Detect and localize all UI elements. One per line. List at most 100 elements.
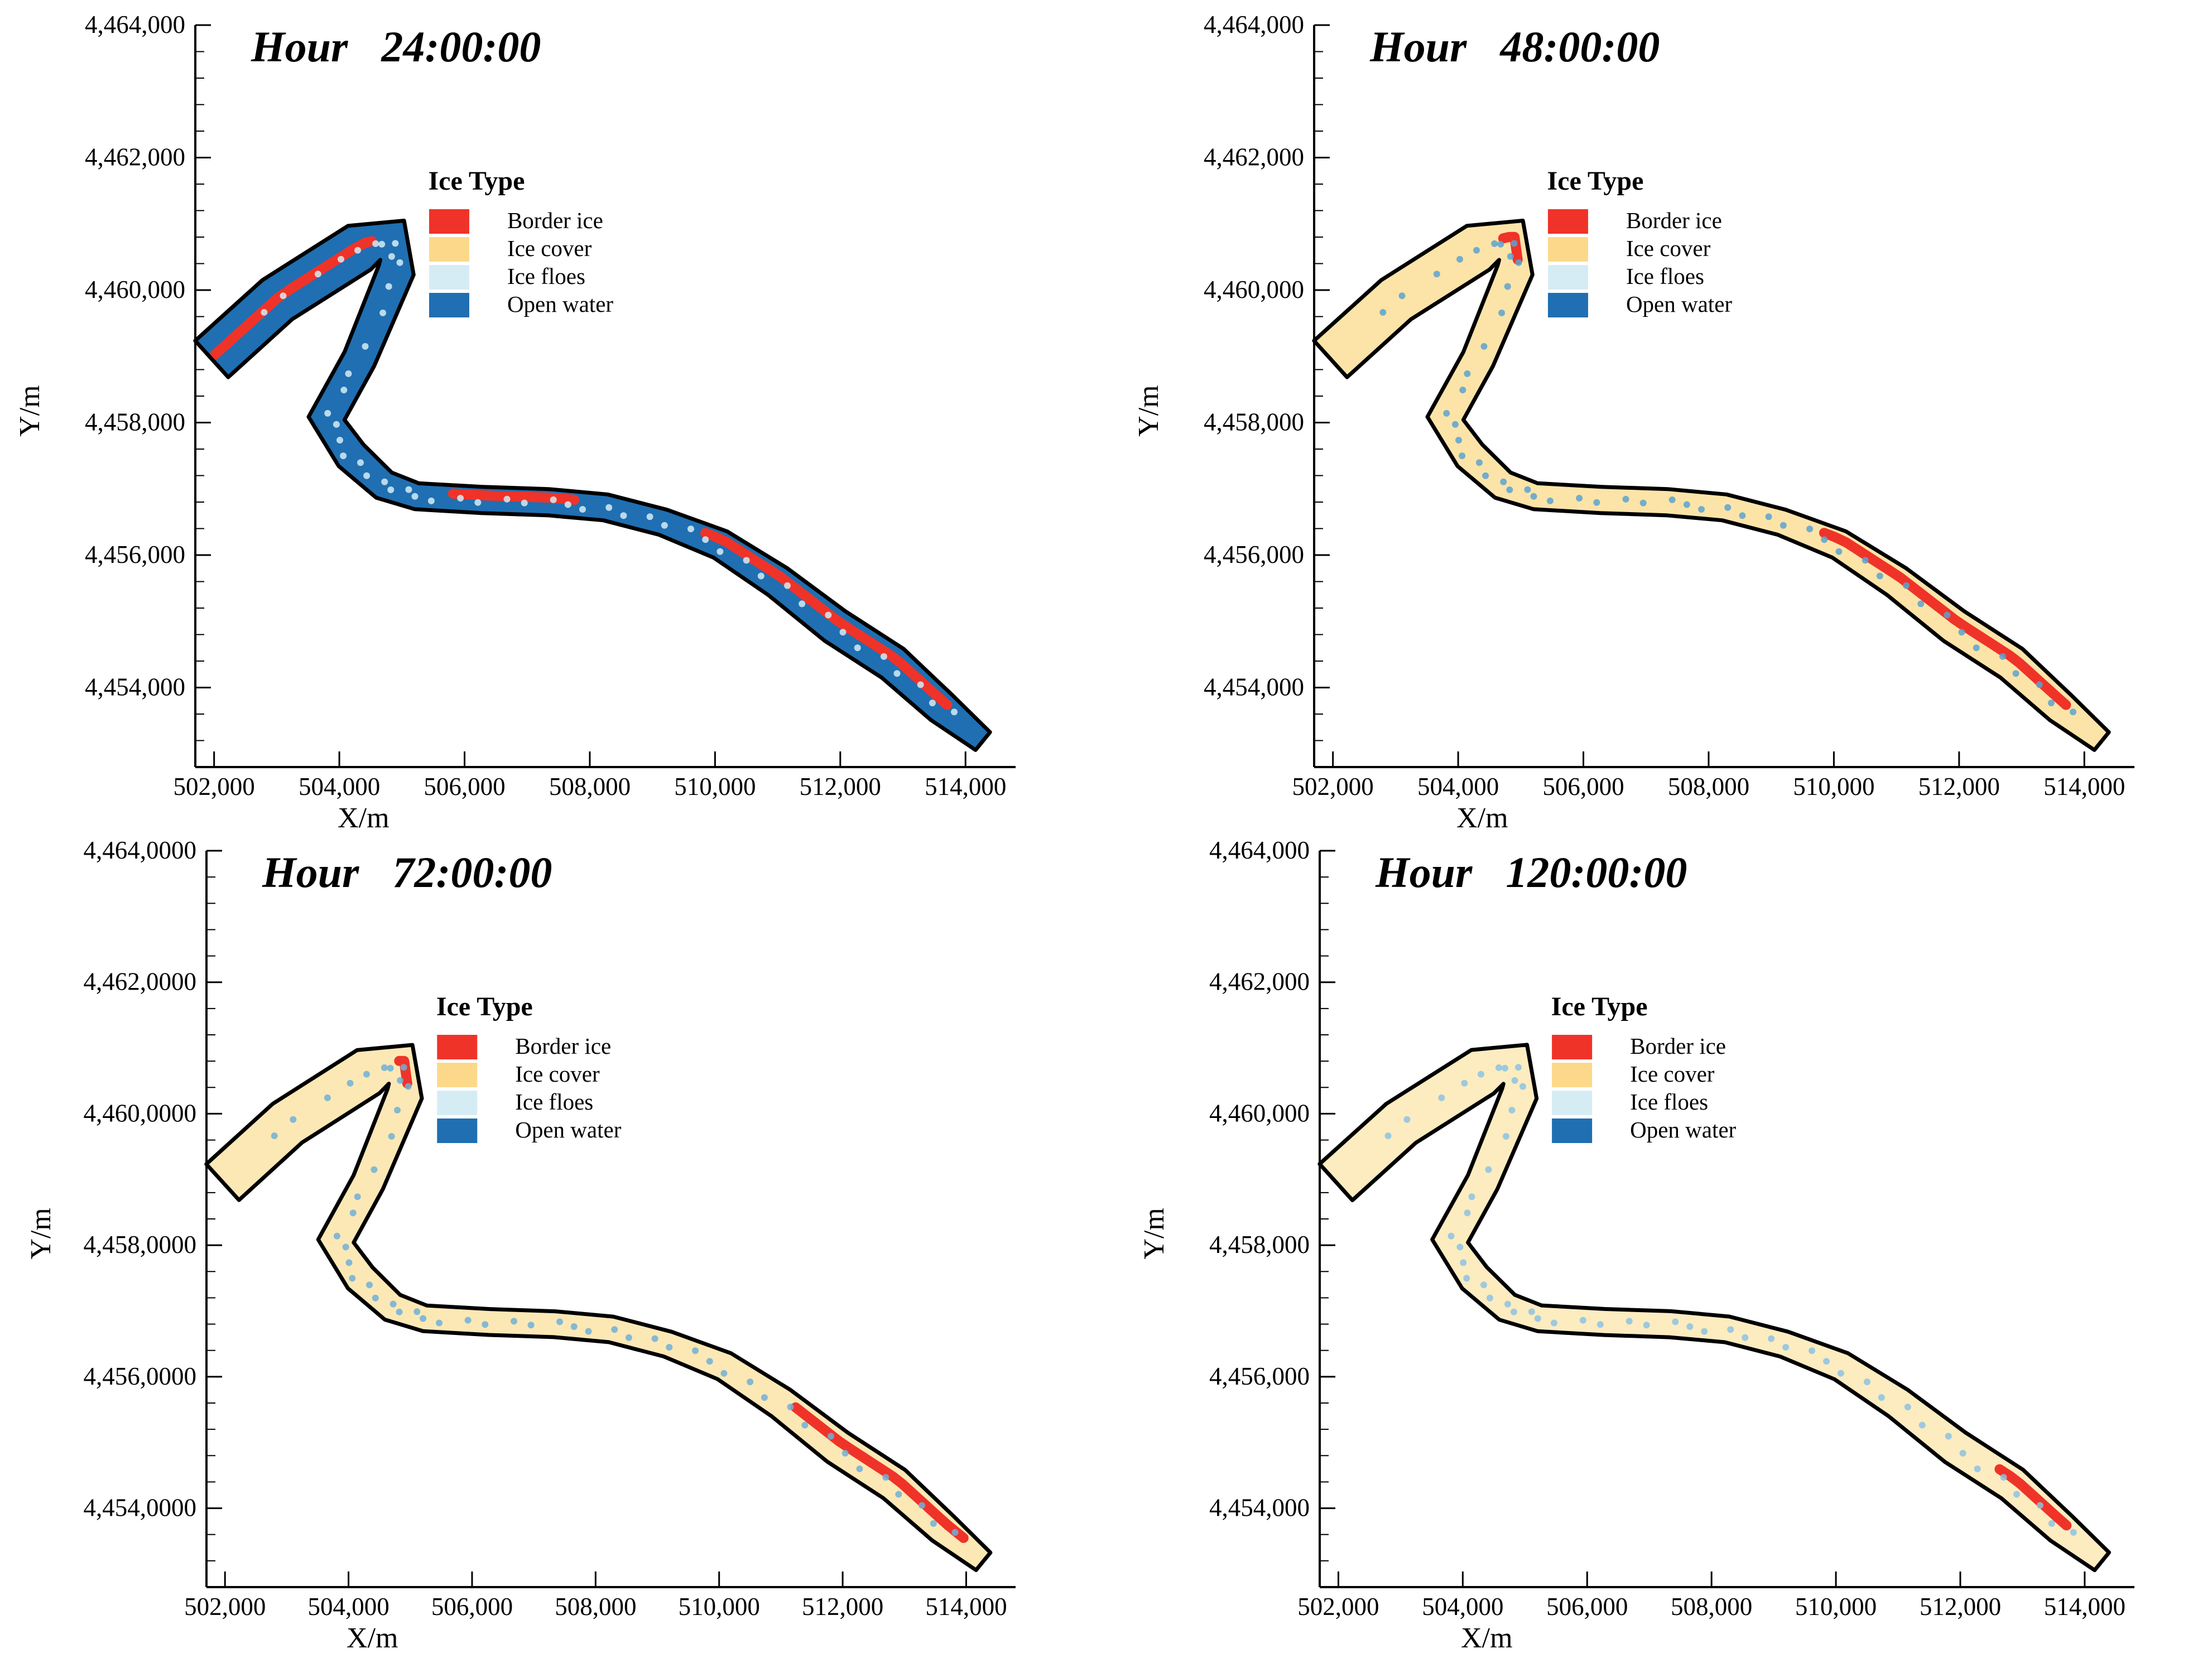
- ice-speckle: [1508, 1107, 1516, 1113]
- ice-speckle: [372, 240, 379, 247]
- ice-speckle: [527, 1322, 535, 1329]
- ice-speckle: [2070, 708, 2076, 716]
- x-tick-label: 512,000: [802, 1593, 883, 1621]
- ice-speckle: [1668, 496, 1676, 503]
- legend-swatch: [429, 237, 469, 262]
- ice-speckle: [951, 708, 958, 716]
- panel-title: Hour 120:00:00: [1375, 848, 1687, 896]
- ice-speckle: [1506, 486, 1513, 493]
- x-tick-label: 504,000: [307, 1593, 389, 1621]
- y-axis-title: Y/m: [1138, 1208, 1170, 1259]
- ice-speckle: [1451, 421, 1459, 428]
- legend-title: Ice Type: [436, 992, 533, 1021]
- ice-speckle: [345, 1259, 353, 1266]
- ice-speckle: [1456, 1243, 1464, 1251]
- ice-speckle: [856, 1465, 863, 1472]
- x-tick-label: 504,000: [1417, 773, 1499, 801]
- ice-speckle: [1515, 259, 1522, 266]
- ice-speckle: [625, 1334, 632, 1341]
- legend-swatch: [1552, 1119, 1593, 1143]
- panel-title: Hour 24:00:00: [251, 22, 541, 71]
- ice-speckle: [1511, 1077, 1518, 1084]
- legend-swatch: [429, 293, 469, 317]
- ice-speckle: [757, 572, 764, 580]
- ice-speckle: [1464, 370, 1471, 377]
- y-tick-label: 4,462,000: [85, 143, 185, 171]
- ice-speckle: [1495, 1064, 1502, 1071]
- ice-speckle: [919, 1502, 926, 1509]
- ice-speckle: [1701, 1328, 1708, 1335]
- x-tick-label: 506,000: [424, 773, 505, 801]
- x-axis-title: X/m: [1456, 802, 1508, 834]
- ice-speckle: [841, 1450, 849, 1457]
- ice-speckle: [385, 283, 392, 290]
- ice-speckle: [340, 387, 348, 394]
- x-tick-label: 514,000: [925, 773, 1006, 801]
- ice-speckle: [1464, 1209, 1471, 1217]
- ice-speckle: [605, 504, 613, 511]
- ice-speckle: [474, 499, 482, 506]
- ice-speckle: [1626, 1318, 1633, 1325]
- legend-label: Ice cover: [507, 235, 592, 261]
- y-tick-label: 4,458,000: [1209, 1231, 1310, 1259]
- x-tick-label: 508,000: [549, 773, 631, 801]
- ice-speckle: [1727, 1326, 1734, 1333]
- ice-speckle: [1455, 437, 1462, 443]
- y-tick-label: 4,458,0000: [84, 1231, 197, 1259]
- ice-speckle: [1384, 1132, 1392, 1139]
- river-reach: [1312, 219, 2111, 752]
- ice-speckle: [1863, 1378, 1870, 1386]
- ice-speckle: [1510, 1308, 1517, 1315]
- panel-title-prefix: Hour: [1375, 848, 1473, 896]
- legend-swatch: [1552, 1091, 1593, 1115]
- panel-title: Hour 48:00:00: [1369, 22, 1660, 71]
- map-panel-3: 4,454,0000 4,456,0000 4,458,0000 4,460,0000…: [25, 836, 1016, 1654]
- ice-speckle: [392, 240, 399, 247]
- ice-speckle: [1742, 1334, 1749, 1341]
- panel-title-time: 72:00:00: [392, 848, 552, 896]
- ice-speckle: [646, 513, 653, 520]
- ice-speckle: [396, 259, 403, 266]
- legend-label: Open water: [1626, 291, 1732, 317]
- ice-speckle: [280, 292, 287, 300]
- ice-speckle: [1403, 1116, 1411, 1123]
- ice-speckle: [1917, 600, 1925, 608]
- y-tick-label: 4,464,000: [1209, 836, 1310, 864]
- ice-speckle: [825, 611, 832, 619]
- ice-speckle: [882, 1474, 889, 1481]
- ice-speckle: [2036, 1502, 2043, 1509]
- ice-speckle: [397, 1077, 404, 1084]
- ice-speckle: [381, 1064, 388, 1071]
- legend-swatch: [429, 209, 469, 234]
- ice-speckle: [324, 409, 331, 417]
- ice-speckle: [1485, 1166, 1492, 1173]
- y-tick-label: 4,464,0000: [84, 836, 197, 864]
- y-tick-label: 4,464,000: [1204, 11, 1304, 38]
- ice-speckle: [362, 343, 369, 350]
- legend-swatch: [1552, 1063, 1593, 1087]
- x-tick-label: 506,000: [1546, 1593, 1628, 1621]
- legend-label: Ice floes: [507, 263, 585, 289]
- x-axis-title: X/m: [338, 802, 389, 834]
- ice-speckle: [1500, 478, 1507, 485]
- ice-speckle: [1999, 653, 2006, 660]
- ice-speckle: [2000, 1474, 2007, 1481]
- ice-speckle: [1904, 1404, 1911, 1411]
- ice-speckle: [2013, 1491, 2020, 1498]
- ice-speckle: [1448, 1232, 1455, 1240]
- ice-speckle: [1639, 499, 1647, 507]
- ice-speckle: [1463, 1275, 1470, 1282]
- ice-speckle: [2048, 1520, 2055, 1527]
- ice-speckle: [464, 1317, 472, 1324]
- ice-speckle: [579, 506, 586, 513]
- ice-speckle: [394, 1107, 401, 1113]
- legend-label: Border ice: [1626, 208, 1722, 233]
- legend-label: Ice cover: [1630, 1061, 1715, 1087]
- ice-speckle: [929, 700, 936, 707]
- ice-speckle: [347, 1079, 354, 1087]
- legend-swatch: [1547, 265, 1588, 290]
- x-tick-label: 510,000: [1793, 773, 1874, 801]
- x-tick-label: 510,000: [674, 773, 756, 801]
- ice-speckle: [1768, 1335, 1775, 1342]
